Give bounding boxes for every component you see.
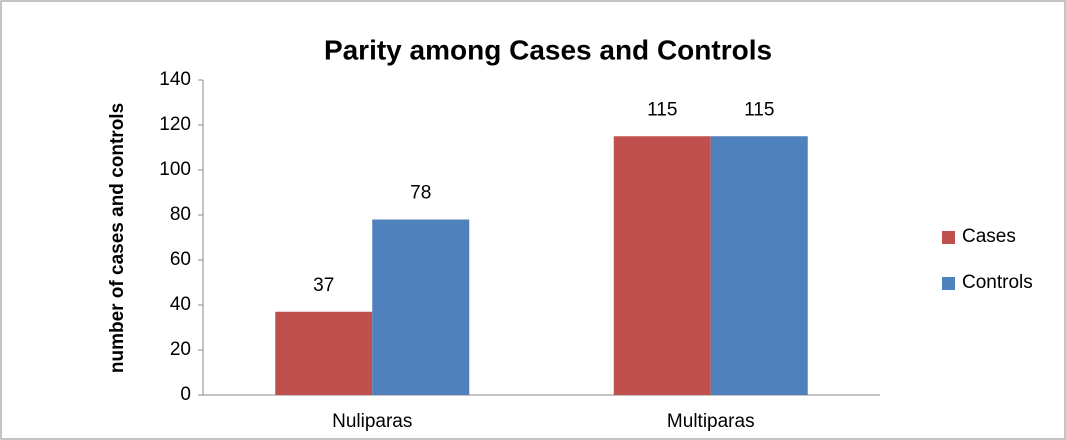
legend-swatch [942,277,955,290]
y-tick-label: 60 [170,249,191,270]
y-tick-label: 80 [170,204,191,225]
data-label: 115 [647,99,677,120]
y-tick-label: 100 [159,159,191,180]
bar [372,219,470,395]
data-label: 115 [744,99,774,120]
x-tick-label: Nuliparas [332,411,412,432]
y-axis-label: number of cases and controls [107,103,128,373]
data-label: 78 [410,183,431,204]
y-tick-label: 20 [170,339,191,360]
chart-title: Parity among Cases and Controls [324,34,772,65]
y-tick-label: 40 [170,294,191,315]
bar [613,136,711,395]
legend-label: Controls [962,272,1033,293]
y-tick-label: 0 [180,384,191,405]
data-label: 37 [313,275,334,296]
y-tick-label: 120 [159,114,191,135]
bar [710,136,808,395]
legend-swatch [942,231,955,244]
legend-label: Cases [962,226,1016,247]
bar [275,311,373,395]
x-tick-label: Multiparas [667,411,755,432]
y-tick-label: 140 [159,69,191,90]
